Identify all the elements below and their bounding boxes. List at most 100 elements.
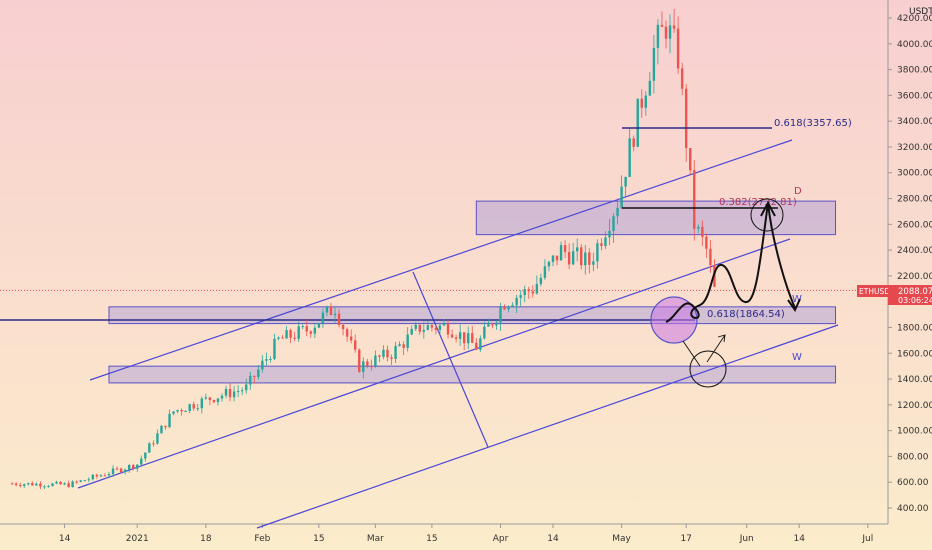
candle (434, 325, 438, 335)
candle (236, 384, 240, 397)
candle (156, 429, 159, 445)
candle (107, 471, 111, 479)
candle (592, 252, 595, 272)
candle (454, 334, 458, 343)
candle (539, 273, 543, 287)
candle (103, 473, 107, 477)
candle (503, 304, 506, 311)
candle (297, 321, 300, 343)
candles (10, 8, 716, 490)
candle (132, 463, 135, 471)
highlight-circle (650, 296, 698, 344)
time-axis[interactable]: 14 2021 18 Feb 15 Mar 15 Apr 14 May 17 Jun 14 Jul (0, 523, 888, 544)
candle (208, 396, 212, 406)
alt-arrow-head (717, 334, 726, 343)
candle (273, 333, 276, 361)
x-tick-label: Feb (254, 534, 270, 544)
candle (136, 464, 139, 473)
candle (240, 387, 244, 396)
candle (119, 467, 123, 474)
candle (422, 321, 426, 339)
candle (216, 398, 220, 406)
candle (293, 331, 296, 342)
candle (245, 378, 248, 394)
y-tick-label: 800.00 (897, 452, 929, 462)
candle (144, 452, 147, 462)
currency-label: USDT (909, 7, 932, 17)
candle (620, 175, 623, 210)
candle (301, 324, 304, 330)
candle (382, 345, 385, 360)
candle (479, 335, 482, 353)
candle (491, 323, 494, 329)
candle (249, 371, 252, 390)
candle (39, 481, 42, 490)
candle (184, 410, 187, 412)
candle (511, 302, 514, 308)
candle (604, 231, 607, 249)
candle (123, 468, 127, 475)
candle (442, 319, 446, 327)
candle (309, 330, 312, 338)
candle (47, 484, 50, 488)
x-tick-label: Jul (861, 534, 873, 544)
candle (111, 465, 115, 477)
candle (398, 341, 401, 347)
candle (600, 238, 603, 251)
candle (418, 324, 421, 335)
candle (531, 285, 534, 298)
candle (616, 198, 619, 225)
candle (269, 356, 272, 363)
candle (693, 160, 696, 241)
last-price-badge (888, 285, 932, 305)
candle (689, 148, 692, 175)
channel-lower-line (256, 324, 839, 529)
candle (79, 479, 82, 483)
candle (115, 466, 119, 471)
candle (23, 483, 26, 489)
x-tick-label: 15 (313, 534, 324, 544)
d-label: D (794, 186, 802, 197)
zone-rect (108, 365, 837, 384)
candle (410, 325, 413, 336)
last-price-label: 2088.07 (898, 287, 932, 297)
candle (390, 354, 393, 365)
candle (551, 254, 555, 267)
candle (27, 482, 30, 486)
candle (640, 89, 643, 118)
candle (91, 473, 95, 481)
w-label-upper: W (792, 294, 802, 305)
candle (450, 329, 454, 339)
target-circle-lower (689, 350, 727, 388)
x-tick-label: 18 (200, 534, 212, 544)
candle (652, 34, 656, 94)
candle (438, 323, 442, 335)
candle (636, 98, 639, 148)
y-tick-label: 1600.00 (897, 349, 932, 359)
candle (668, 14, 672, 54)
candle (358, 348, 361, 373)
x-tick-label: May (612, 534, 631, 544)
candle (660, 11, 664, 28)
y-tick-label: 400.00 (897, 504, 929, 514)
candle (487, 318, 490, 327)
candle (555, 255, 559, 266)
x-tick-label: Apr (493, 534, 509, 544)
candle (612, 213, 615, 243)
candle (127, 464, 131, 473)
candle (148, 442, 151, 453)
channel (77, 139, 839, 529)
candle (446, 319, 450, 339)
candle (317, 322, 321, 329)
y-tick-label: 2400.00 (897, 246, 932, 256)
candle (257, 364, 260, 380)
candle (99, 474, 103, 478)
candle (535, 275, 539, 295)
candle (507, 305, 510, 313)
candle (164, 425, 167, 430)
candle (337, 308, 341, 328)
candle (705, 233, 708, 258)
candle (475, 338, 478, 351)
